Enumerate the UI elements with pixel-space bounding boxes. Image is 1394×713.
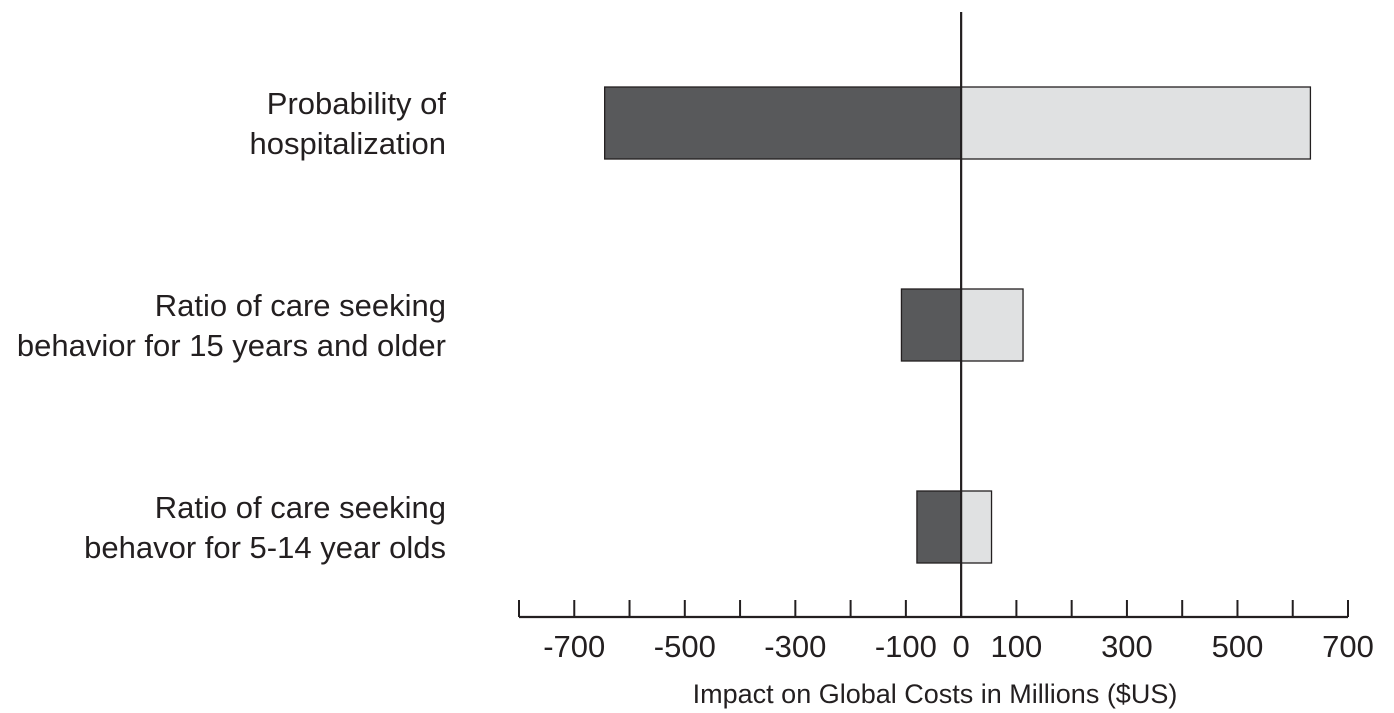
category-label-0-line-0: Probability of [267, 86, 447, 121]
category-labels: Probability of hospitalization Ratio of ca… [17, 86, 446, 565]
category-label-2-line-0: Ratio of care seeking [155, 490, 446, 525]
bar-high-1 [960, 288, 1024, 362]
bar-high-2 [960, 490, 993, 564]
x-axis: -700 -500 -300 -100 0 100 300 500 700 [518, 12, 1374, 664]
x-tick-label-5: 100 [991, 629, 1043, 664]
bar-low-2 [916, 490, 962, 564]
category-label-1-line-0: Ratio of care seeking [155, 288, 446, 323]
x-axis-title: Impact on Global Costs in Millions ($US) [693, 679, 1178, 709]
bars-layer [604, 86, 1312, 564]
x-tick-label-7: 500 [1212, 629, 1264, 664]
category-label-1-line-1: behavior for 15 years and older [17, 328, 446, 363]
category-label-2-line-1: behavor for 5-14 year olds [84, 530, 446, 565]
x-tick-label-4: 0 [953, 629, 970, 664]
x-tick-label-8: 700 [1322, 629, 1374, 664]
bar-low-1 [900, 288, 962, 362]
x-tick-label-3: -100 [875, 629, 937, 664]
x-tick-label-0: -700 [543, 629, 605, 664]
bar-high-0 [960, 86, 1312, 160]
x-tick-label-2: -300 [764, 629, 826, 664]
x-tick-label-1: -500 [654, 629, 716, 664]
category-label-0-line-1: hospitalization [250, 126, 446, 161]
x-tick-label-6: 300 [1101, 629, 1153, 664]
bar-low-0 [604, 86, 962, 160]
